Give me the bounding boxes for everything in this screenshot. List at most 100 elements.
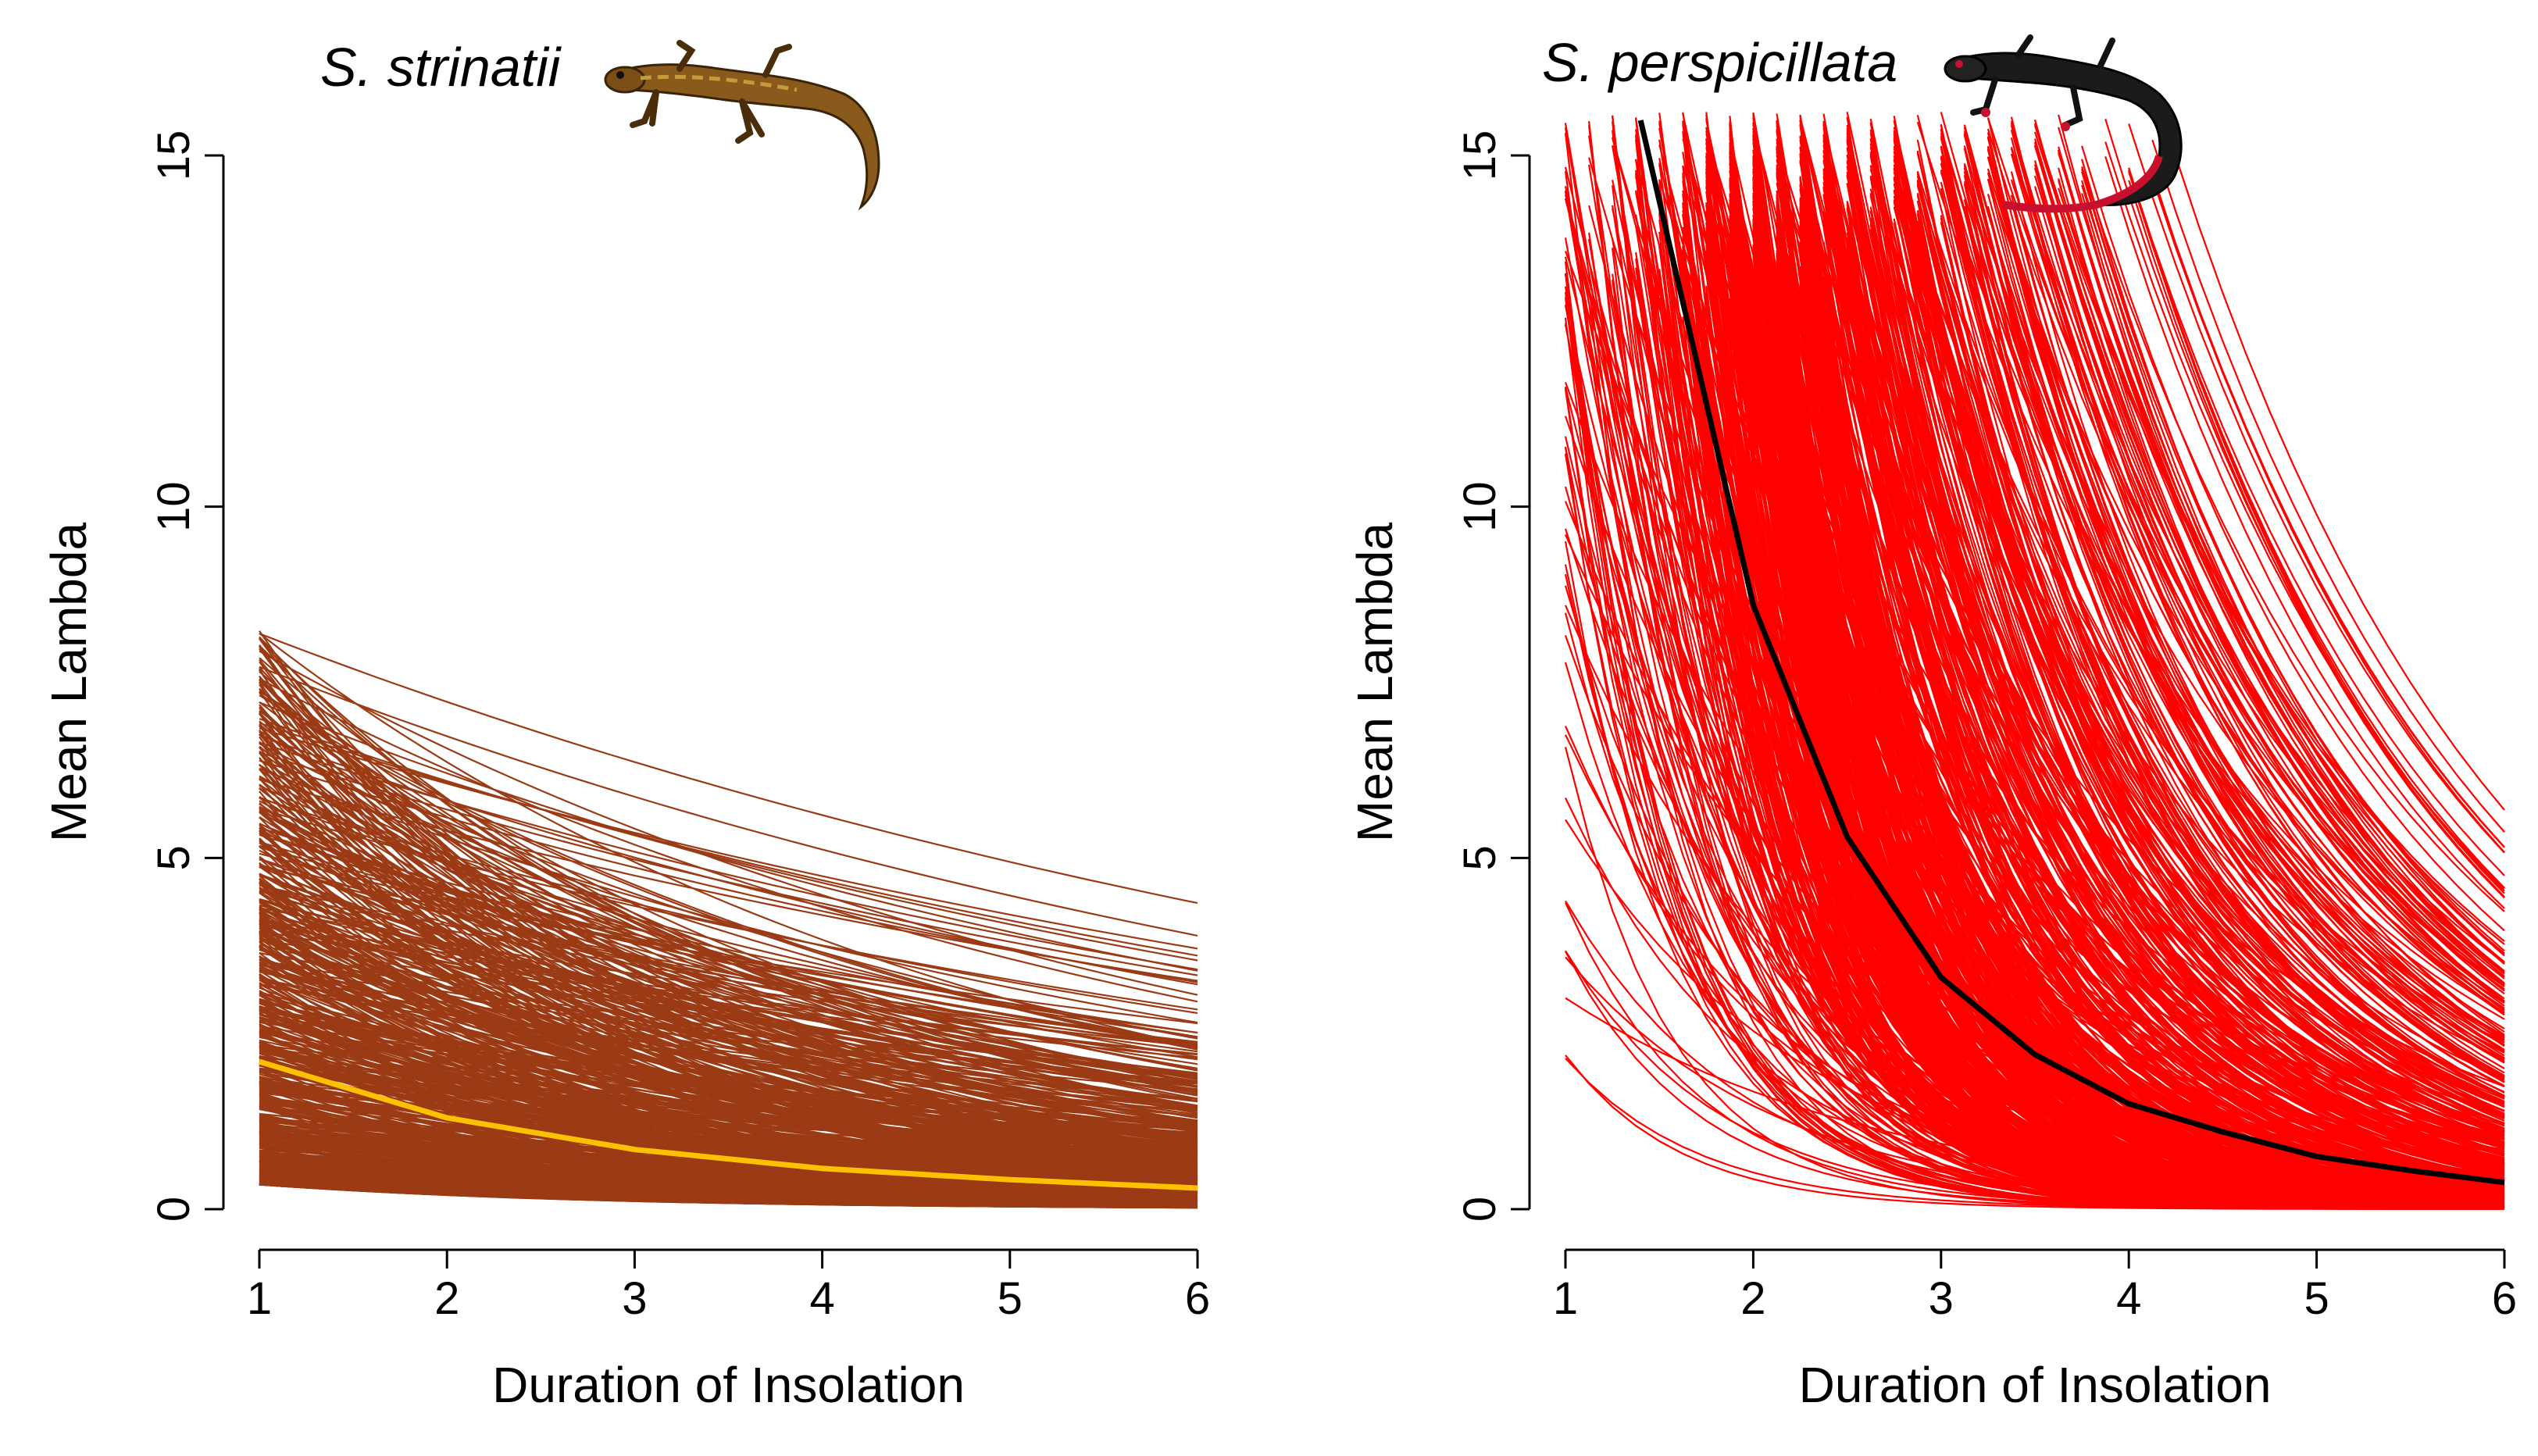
- bootstrap-curve: [259, 650, 1198, 996]
- bootstrap-curve: [259, 657, 1198, 1085]
- bootstrap-curve: [1869, 132, 2505, 1171]
- bootstrap-curve: [259, 958, 1198, 1137]
- bootstrap-curve: [259, 1047, 1198, 1159]
- bootstrap-curve: [259, 1089, 1198, 1183]
- bootstrap-curve: [259, 931, 1198, 1162]
- mean-curve-strinatii: [258, 1058, 1198, 1191]
- bootstrap-curve: [259, 862, 1198, 1122]
- x-tick-label: 4: [809, 1273, 834, 1324]
- bootstrap-curve: [1986, 117, 2505, 1069]
- bootstrap-curve: [259, 666, 1198, 937]
- bootstrap-curve: [1893, 171, 2505, 1106]
- bootstrap-curve: [259, 778, 1198, 1132]
- bootstrap-curve: [259, 751, 1198, 976]
- bootstrap-curve: [259, 1089, 1198, 1175]
- bootstrap-curve: [259, 930, 1198, 1059]
- bootstrap-curve: [1963, 133, 2505, 1097]
- bootstrap-curve: [1893, 159, 2505, 1104]
- bootstrap-curve: [2033, 145, 2505, 992]
- x-tick-label: 3: [622, 1273, 647, 1324]
- bootstrap-curve: [259, 1158, 1198, 1198]
- bootstrap-curve: [1986, 132, 2505, 1076]
- bootstrap-curve: [2033, 164, 2505, 1036]
- bootstrap-curve: [259, 1130, 1198, 1183]
- bootstrap-curve: [2033, 131, 2505, 945]
- salamander-brown-icon: [604, 40, 880, 211]
- bootstrap-curve: [1822, 123, 2505, 1139]
- chart-panel-strinatii: 0 5 10 15 1 2 3 4 5 6 Duration of Insolation Mean L…: [41, 37, 1210, 1413]
- bootstrap-curve: [259, 918, 1198, 1055]
- bootstrap-curve: [259, 694, 1198, 1051]
- axes-strinatii: 0 5 10 15 1 2 3 4 5 6 Duration of Insolation Mean L…: [41, 130, 1210, 1413]
- bootstrap-curve: [1893, 137, 2505, 1164]
- bootstrap-curve: [1869, 169, 2505, 1080]
- bootstrap-curve: [259, 677, 1198, 1003]
- bootstrap-curve: [1565, 1058, 2504, 1210]
- bootstrap-curve: [2033, 145, 2505, 980]
- bootstrap-curve: [259, 1165, 1198, 1190]
- x-tick-label: 3: [1929, 1273, 1954, 1324]
- bootstrap-curve: [1799, 137, 2505, 1179]
- bootstrap-curve: [259, 800, 1198, 1088]
- bootstrap-curve: [259, 764, 1198, 1122]
- y-tick-label: 0: [1455, 1197, 1505, 1222]
- salamander-black-red-icon: [1944, 34, 2183, 213]
- mean-curve-perspicillata: [1637, 120, 2505, 1186]
- bootstrap-curve: [259, 1159, 1198, 1194]
- bootstrap-curve: [259, 830, 1198, 1179]
- bootstrap-curve: [259, 741, 1198, 971]
- bootstrap-curve: [259, 1174, 1198, 1204]
- bootstrap-curve: [1869, 210, 2505, 1184]
- x-tick-label: 4: [2116, 1273, 2141, 1324]
- bootstrap-curve: [1940, 128, 2505, 1126]
- x-tick-label: 6: [1185, 1273, 1210, 1324]
- bootstrap-curve: [2128, 169, 2505, 898]
- bootstrap-curve: [259, 1120, 1198, 1177]
- bootstrap-curve: [259, 841, 1198, 1156]
- y-tick-label: 5: [148, 845, 199, 870]
- bootstrap-curve: [1776, 145, 2505, 1204]
- bootstrap-curve: [259, 690, 1198, 1050]
- bootstrap-curve: [2010, 123, 2505, 1000]
- bootstrap-curve: [2033, 175, 2505, 988]
- bootstrap-curve: [259, 701, 1198, 972]
- bootstrap-curve: [1564, 251, 2505, 1151]
- bootstrap-curve: [2128, 170, 2505, 876]
- bootstrap-curve: [259, 718, 1198, 962]
- bootstrap-curve: [1799, 203, 2505, 1192]
- x-tick-label: 5: [998, 1273, 1023, 1324]
- axes-perspicillata: 0 5 10 15 1 2 3 4 5 6 Duration of Insolation Mean L…: [1347, 130, 2517, 1413]
- bootstrap-curve: [1846, 202, 2505, 1182]
- bootstrap-curve: [1940, 112, 2505, 1047]
- bootstrap-curve: [1940, 123, 2505, 1129]
- species-title-strinatii: S. strinatii: [320, 37, 561, 98]
- bootstrap-curve: [1822, 195, 2505, 1194]
- bootstrap-curve: [1776, 142, 2505, 1105]
- bootstrap-curve: [1916, 220, 2505, 1155]
- bootstrap-curve: [2128, 123, 2505, 854]
- bootstrap-curve: [1893, 206, 2505, 1127]
- bootstrap-curve: [2081, 180, 2505, 973]
- bootstrap-curve: [2151, 177, 2505, 848]
- bootstrap-curve: [1869, 194, 2505, 1176]
- bootstrap-curve: [1799, 179, 2505, 1204]
- bootstrap-curve: [2010, 130, 2505, 1016]
- bootstrap-curve: [2104, 155, 2505, 909]
- bootstrap-curve: [1776, 172, 2505, 1162]
- bootstrap-curve: [1940, 172, 2505, 1014]
- bootstrap-curve: [2010, 179, 2505, 990]
- bootstrap-curve: [259, 993, 1198, 1184]
- x-tick-label: 1: [1553, 1273, 1578, 1324]
- bootstrap-curve: [259, 1069, 1198, 1139]
- bootstrap-curve: [259, 919, 1198, 1078]
- y-tick-label: 15: [1455, 130, 1505, 181]
- chart-svg-perspicillata: 0 5 10 15 1 2 3 4 5 6 Duration of Insolation Mean L…: [1347, 34, 2517, 1413]
- bootstrap-curve: [259, 1001, 1198, 1173]
- bootstrap-curve: [259, 707, 1198, 1145]
- bootstrap-curve: [1869, 218, 2505, 1164]
- chart-svg-strinatii: 0 5 10 15 1 2 3 4 5 6 Duration of Insolation Mean L…: [41, 40, 1210, 1413]
- x-axis-label: Duration of Insolation: [1799, 1357, 2272, 1413]
- bootstrap-curve: [1729, 227, 2505, 1208]
- bootstrap-curve: [2081, 145, 2505, 932]
- bootstrap-curve: [259, 1181, 1198, 1199]
